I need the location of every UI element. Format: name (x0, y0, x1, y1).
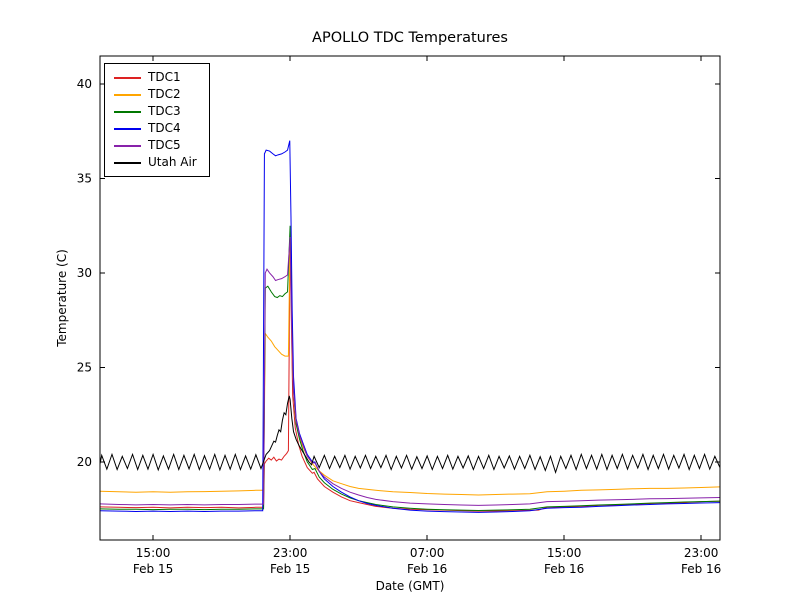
y-axis-label: Temperature (C) (55, 249, 69, 347)
legend-label: Utah Air (148, 155, 197, 169)
x-tick-label-time: 15:00 (547, 546, 582, 560)
legend-line-icon (114, 144, 141, 147)
series-tdc4 (100, 140, 720, 513)
x-tick-label-time: 23:00 (684, 546, 719, 560)
series-tdc5 (100, 237, 720, 506)
legend-line-icon (114, 110, 141, 113)
series-tdc1 (100, 231, 720, 512)
legend: TDC1 TDC2 TDC3 TDC4 TDC5 Utah Air (104, 63, 210, 177)
x-tick-label-time: 23:00 (273, 546, 308, 560)
x-tick-label-date: Feb 15 (270, 562, 310, 576)
legend-line-icon (114, 93, 141, 96)
legend-item: TDC5 (114, 137, 197, 154)
y-tick-label: 25 (77, 360, 92, 374)
y-tick-label: 35 (77, 171, 92, 185)
y-tick-label: 40 (77, 77, 92, 91)
legend-label: TDC2 (148, 87, 181, 101)
legend-item: TDC1 (114, 69, 197, 86)
legend-item: TDC2 (114, 86, 197, 103)
x-tick-label-date: Feb 16 (544, 562, 584, 576)
series-tdc3 (100, 225, 720, 512)
legend-item: TDC3 (114, 103, 197, 120)
x-tick-label-time: 15:00 (136, 546, 171, 560)
legend-line-icon (114, 161, 141, 164)
legend-line-icon (114, 76, 141, 79)
series-tdc2 (100, 235, 720, 496)
x-tick-label-date: Feb 16 (407, 562, 447, 576)
chart-title: APOLLO TDC Temperatures (312, 30, 508, 46)
legend-label: TDC4 (148, 121, 181, 135)
legend-item: TDC4 (114, 120, 197, 137)
legend-label: TDC5 (148, 138, 181, 152)
x-tick-label-date: Feb 16 (681, 562, 721, 576)
x-tick-label-date: Feb 15 (133, 562, 173, 576)
x-tick-label-time: 07:00 (410, 546, 445, 560)
legend-item: Utah Air (114, 154, 197, 171)
series-utah-air (100, 395, 720, 474)
y-tick-label: 30 (77, 266, 92, 280)
plot-frame (99, 55, 721, 541)
y-tick-label: 20 (77, 455, 92, 469)
legend-label: TDC3 (148, 104, 181, 118)
legend-line-icon (114, 127, 141, 130)
x-axis-label: Date (GMT) (375, 579, 445, 593)
legend-label: TDC1 (148, 70, 181, 84)
